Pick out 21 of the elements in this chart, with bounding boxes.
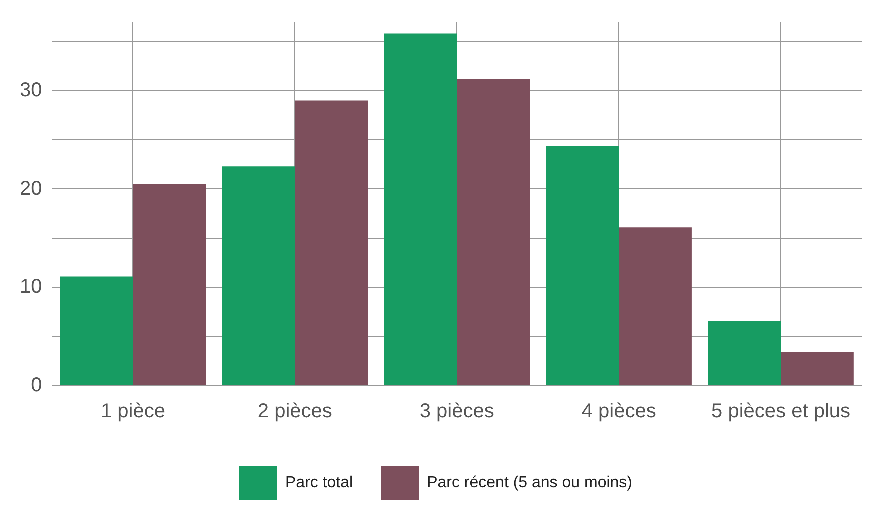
y-tick-label: 20: [20, 178, 42, 200]
bar: [133, 184, 206, 386]
bar: [60, 276, 134, 386]
y-tick-label: 10: [20, 276, 42, 298]
x-tick-label: 4 pièces: [582, 400, 656, 423]
bar: [222, 166, 296, 386]
x-tick-label: 3 pièces: [420, 400, 494, 423]
y-tick-label: 30: [20, 79, 42, 102]
bar: [619, 228, 692, 386]
x-tick-label: 1 pièce: [100, 400, 166, 423]
x-tick-label: 5 pièces et plus: [712, 400, 851, 423]
bar: [384, 34, 458, 386]
bar: [295, 100, 368, 386]
bar: [708, 321, 782, 386]
bar: [546, 146, 620, 386]
bar: [781, 352, 854, 386]
y-tick-label: 0: [31, 374, 42, 397]
legend-label: Parc total: [285, 474, 354, 492]
legend-label: Parc récent (5 ans ou moins): [427, 474, 633, 492]
bar: [457, 79, 530, 386]
x-tick-label: 2 pièces: [258, 400, 332, 423]
